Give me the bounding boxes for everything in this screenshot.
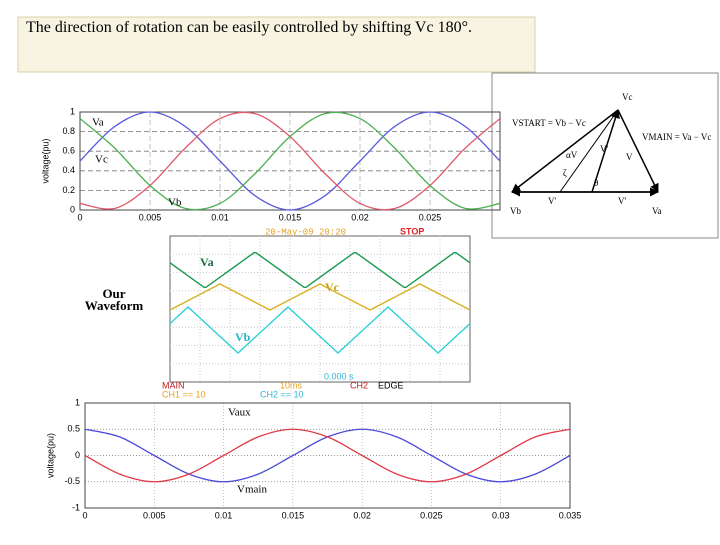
scope-footer: MAIN <box>162 380 185 390</box>
scope-offset: 0.000 s <box>324 371 354 381</box>
y-tick-label: 1 <box>75 397 80 407</box>
phasor-label: θ <box>594 178 598 188</box>
y-tick-label: -0.5 <box>64 476 80 486</box>
caption: The direction of rotation can be easily … <box>26 19 472 36</box>
scope-trace <box>169 252 471 288</box>
series-label: Vc <box>95 154 108 166</box>
phasor-diagram: Vc VSTART = Vb − Vc VMAIN = Va − Vc αV V' Vζ θ… <box>491 72 719 239</box>
phasor-label: Vc <box>622 92 633 102</box>
x-tick-label: 0.02 <box>351 212 369 222</box>
trace-label: Va <box>200 255 214 269</box>
y-tick-label: 0.6 <box>62 146 75 156</box>
oscilloscope: 20-May-09 20:20 STOP Va Vc Vb 0.000 s MAIN 10ms… <box>162 226 471 399</box>
bottom-figure <box>25 393 587 521</box>
phasor-arrow <box>591 109 620 193</box>
x-tick-label: 0.005 <box>143 510 166 520</box>
series-label: Vb <box>168 197 182 209</box>
helper-line <box>559 109 619 193</box>
trace-label: Vc <box>325 280 340 294</box>
scope-footer: CH2 == 10 <box>260 389 304 399</box>
trace-label: Vb <box>235 330 251 344</box>
x-tick-label: 0.035 <box>559 510 582 520</box>
side-label: Waveform <box>85 298 144 313</box>
y-tick-label: 0 <box>75 450 80 460</box>
series-line <box>85 428 570 483</box>
caption-box <box>17 16 536 73</box>
x-tick-label: 0.02 <box>353 510 371 520</box>
x-tick-label: 0.01 <box>211 212 229 222</box>
x-tick-label: 0.015 <box>279 212 302 222</box>
x-tick-label: 0.015 <box>282 510 305 520</box>
scope-status: STOP <box>400 226 424 236</box>
x-tick-label: 0 <box>77 212 82 222</box>
phasor-label: V' <box>618 196 626 206</box>
x-tick-label: 0.005 <box>139 212 162 222</box>
caption-holder: The direction of rotation can be easily … <box>26 19 472 36</box>
phasor-label: VSTART = Vb − Vc <box>512 118 586 128</box>
x-tick-label: 0.03 <box>492 510 510 520</box>
y-tick-label: -1 <box>72 502 80 512</box>
y-tick-label: 0.8 <box>62 126 75 136</box>
phasor-label: ζ <box>563 168 567 178</box>
scope-trace <box>169 283 471 311</box>
series-label: Va <box>92 117 104 129</box>
scope-footer: 10ms <box>280 380 303 390</box>
phasor-box <box>491 72 719 239</box>
phasor-label: VMAIN = Va − Vc <box>642 132 711 142</box>
scope-time: 20-May-09 20:20 <box>265 227 346 237</box>
phasor-label: V' <box>600 144 608 154</box>
side-label: Our <box>102 286 125 301</box>
x-tick-label: 0.025 <box>420 510 443 520</box>
x-tick-label: 0.025 <box>419 212 442 222</box>
phasor-arrow <box>617 109 659 193</box>
top-figure <box>25 95 495 230</box>
phasor-label: Vb <box>510 206 521 216</box>
phasor-label: V' <box>548 196 556 206</box>
phasor-label: V <box>626 152 633 162</box>
y-tick-label: 0.4 <box>62 165 75 175</box>
series-line <box>80 111 500 211</box>
series-line <box>80 111 500 211</box>
scope-footer: CH1 == 10 <box>162 389 206 399</box>
x-tick-label: 0 <box>82 510 87 520</box>
y-axis-label: voltage(pu) <box>45 433 55 478</box>
y-tick-label: 0 <box>70 204 75 214</box>
y-tick-label: 1 <box>70 106 75 116</box>
phasor-label: Va <box>652 206 662 216</box>
phasor-arrow <box>511 109 619 193</box>
scope-trace <box>169 306 471 354</box>
scope-footer: CH2 <box>350 380 368 390</box>
series-label: Vaux <box>228 407 251 419</box>
y-tick-label: 0.2 <box>62 185 75 195</box>
y-axis-label: voltage(pu) <box>40 138 50 183</box>
series-label: Vmain <box>237 484 267 496</box>
x-tick-label: 0.01 <box>215 510 233 520</box>
y-tick-label: 0.5 <box>67 424 80 434</box>
phasor-label: αV <box>566 150 578 160</box>
scope-footer: EDGE <box>378 380 404 390</box>
